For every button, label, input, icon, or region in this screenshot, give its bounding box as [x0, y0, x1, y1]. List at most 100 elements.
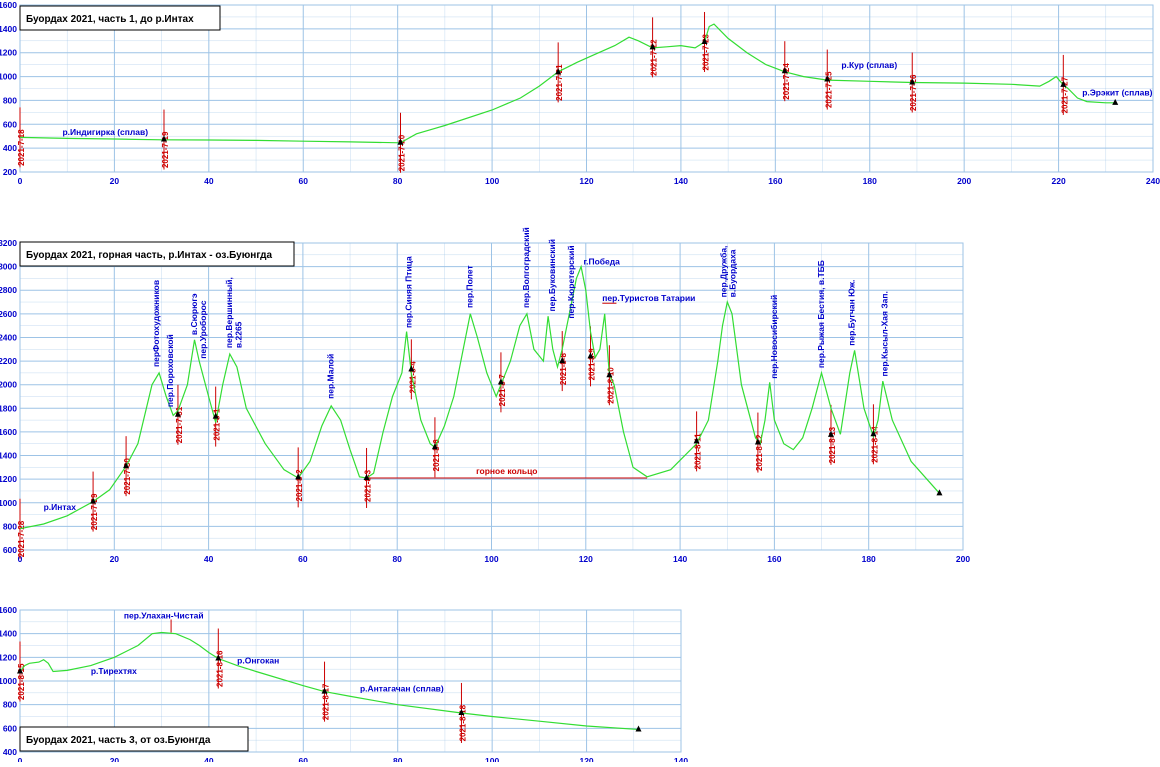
day-label: 2021-8-8 [559, 353, 568, 386]
chart-3: 0 20 40 60 80 100 120 140 400 600 800 1000 1200 1400 1… [0, 605, 688, 766]
x-tick-label: 240 [1146, 176, 1160, 186]
camp-marker [870, 430, 877, 437]
y-tick-label: 1400 [0, 629, 17, 639]
chart-title-box [19, 241, 295, 267]
place-label: пер.Новосибирский [769, 295, 779, 379]
x-tick-label: 120 [579, 756, 593, 762]
camp-marker [701, 37, 708, 44]
place-label: в.Буордаха [728, 249, 738, 297]
day-label: 2021-7-28 [17, 520, 26, 557]
place-label: в.2265 [234, 321, 244, 348]
day-label: 2021-8-2 [295, 469, 304, 502]
y-tick-label: 2600 [0, 309, 17, 319]
day-label: 2021-8-1 [213, 408, 222, 441]
x-tick-label: 200 [957, 176, 971, 186]
y-tick-label: 2400 [0, 332, 17, 342]
x-tick-label: 40 [204, 554, 214, 564]
day-label: 2021-7-31 [175, 406, 184, 443]
place-label: р.Тирехтях [91, 666, 137, 676]
place-label: пер.Полет [465, 265, 475, 308]
chart-title: Буордах 2021, горная часть, р.Интах - оз… [26, 250, 272, 261]
y-tick-label: 2800 [0, 285, 17, 295]
camp-marker [1060, 80, 1067, 87]
place-label: г.Победа [583, 256, 620, 266]
camp-marker [215, 654, 222, 661]
place-label: пер.Синяя Птица [403, 256, 413, 328]
day-label: 2021-8-14 [870, 426, 879, 463]
day-label: 2021-8-11 [694, 433, 703, 470]
day-label: 2021-7-27 [1060, 76, 1069, 113]
day-label: 2021-8-18 [458, 704, 467, 741]
camp-marker [321, 687, 328, 694]
place-label: пер.Туристов Татарии [602, 293, 695, 303]
place-label: пер.Кысыл-Хая Зап. [880, 291, 890, 376]
y-tick-label: 2000 [0, 380, 17, 390]
place-label: пер.Дружба, [718, 246, 728, 298]
y-tick-label: 800 [3, 95, 17, 105]
x-tick-label: 180 [863, 176, 877, 186]
day-label: 2021-7-30 [123, 458, 132, 495]
y-tick-label: 1000 [0, 498, 17, 508]
camp-marker [824, 75, 831, 82]
x-tick-label: 160 [767, 554, 781, 564]
day-label: 2021-7-29 [90, 493, 99, 530]
camp-marker [90, 497, 97, 504]
day-label: 2021-8-13 [828, 426, 837, 463]
place-label: перФотохудожников [151, 280, 161, 367]
place-label: пер.Малой [326, 354, 336, 399]
camp-marker [587, 352, 594, 359]
chart-title: Буордах 2021, часть 1, до р.Интах [26, 14, 194, 25]
x-tick-label: 200 [956, 554, 970, 564]
y-tick-label: 600 [3, 119, 17, 129]
y-tick-label: 1600 [0, 605, 17, 615]
x-tick-label: 60 [299, 756, 309, 762]
x-tick-label: 0 [18, 554, 23, 564]
chart-title: Буордах 2021, часть 3, от оз.Буюнгда [26, 735, 211, 746]
camp-marker [295, 473, 302, 480]
place-label: р.Эрэкит (сплав) [1082, 88, 1152, 98]
x-tick-label: 140 [673, 554, 687, 564]
day-label: 2021-8-7 [498, 374, 507, 407]
place-label: р.Индигирка (сплав) [62, 127, 148, 137]
place-label: р.Кур (сплав) [841, 60, 897, 70]
day-label: 2021-7-21 [555, 64, 564, 101]
place-label: р.Антагачан (сплав) [360, 684, 444, 694]
x-tick-label: 60 [299, 176, 309, 186]
x-tick-label: 0 [18, 756, 23, 762]
chart-title-box [19, 726, 249, 752]
camp-marker [936, 489, 943, 496]
day-label: 2021-8-3 [364, 469, 373, 502]
camp-marker [693, 437, 700, 444]
y-tick-label: 800 [3, 700, 17, 710]
camp-marker [606, 371, 613, 378]
camp-marker [160, 135, 167, 142]
x-tick-label: 140 [674, 176, 688, 186]
camp-marker [649, 43, 656, 50]
place-label: р.Онгокан [237, 655, 279, 665]
day-label: 2021-7-20 [397, 134, 406, 171]
camp-marker [397, 138, 404, 145]
day-label: 2021-7-23 [702, 33, 711, 70]
y-tick-label: 800 [3, 521, 17, 531]
camp-marker [212, 412, 219, 419]
place-label: пер.Кюретерский [566, 245, 576, 318]
chart-title-box [19, 5, 221, 31]
camp-marker [559, 357, 566, 364]
x-tick-label: 40 [204, 176, 214, 186]
chart-2: 0 20 40 60 80 100 120 140 160 180 200 600 800 1000 120… [0, 227, 970, 564]
place-label: пер.Пороховской [165, 334, 175, 407]
camp-marker [431, 443, 438, 450]
x-tick-label: 180 [862, 554, 876, 564]
day-label: 2021-8-12 [755, 434, 764, 471]
chart-1: 0 20 40 60 80 100 120 140 160 180 200 220 240 200 400 6… [0, 0, 1160, 186]
camp-marker [635, 725, 642, 732]
place-label: пер.Рыжая Бестия, в.ТББ [816, 260, 826, 368]
y-tick-label: 1200 [0, 652, 17, 662]
place-label: в.Сюрюгэ [189, 293, 199, 335]
x-tick-label: 140 [674, 756, 688, 762]
day-label: 2021-7-25 [824, 71, 833, 108]
profile-line [19, 23, 1116, 144]
y-tick-label: 600 [3, 545, 17, 555]
